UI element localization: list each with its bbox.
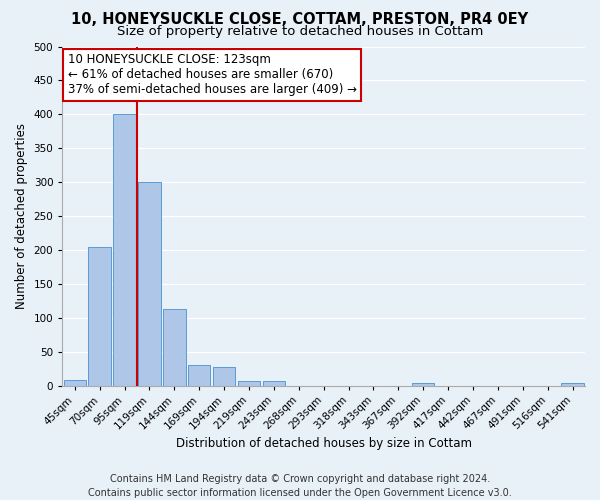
Bar xyxy=(64,380,86,386)
Bar xyxy=(238,382,260,386)
Bar xyxy=(263,382,285,386)
Bar xyxy=(113,114,136,386)
Bar xyxy=(163,309,185,386)
Y-axis label: Number of detached properties: Number of detached properties xyxy=(15,123,28,309)
X-axis label: Distribution of detached houses by size in Cottam: Distribution of detached houses by size … xyxy=(176,437,472,450)
Text: Size of property relative to detached houses in Cottam: Size of property relative to detached ho… xyxy=(117,25,483,38)
Text: 10 HONEYSUCKLE CLOSE: 123sqm
← 61% of detached houses are smaller (670)
37% of s: 10 HONEYSUCKLE CLOSE: 123sqm ← 61% of de… xyxy=(68,54,356,96)
Bar xyxy=(188,365,211,386)
Bar xyxy=(412,383,434,386)
Bar xyxy=(213,367,235,386)
Text: Contains HM Land Registry data © Crown copyright and database right 2024.
Contai: Contains HM Land Registry data © Crown c… xyxy=(88,474,512,498)
Bar xyxy=(88,247,111,386)
Bar xyxy=(138,182,161,386)
Text: 10, HONEYSUCKLE CLOSE, COTTAM, PRESTON, PR4 0EY: 10, HONEYSUCKLE CLOSE, COTTAM, PRESTON, … xyxy=(71,12,529,28)
Bar xyxy=(562,383,584,386)
